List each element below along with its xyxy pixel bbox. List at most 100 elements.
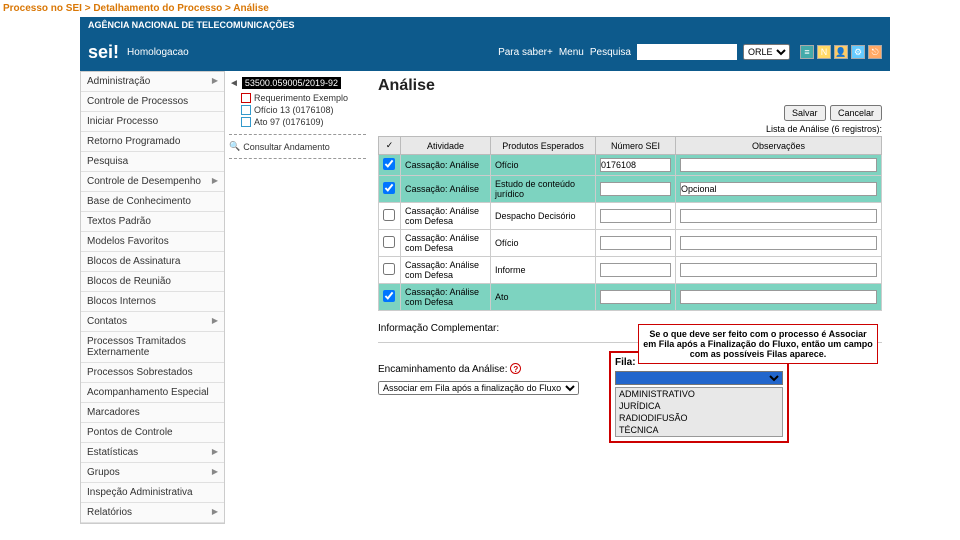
n-icon[interactable]: N — [817, 45, 831, 59]
table-row: Cassação: AnáliseEstudo de conteúdo jurí… — [379, 176, 882, 203]
tree-column: ◄ 53500.059005/2019-92 Requerimento Exem… — [225, 71, 370, 524]
table-row: Cassação: Análise com DefesaAto — [379, 284, 882, 311]
sidebar-item[interactable]: Base de Conhecimento — [81, 192, 224, 212]
sidebar-item[interactable]: Controle de Desempenho▶ — [81, 172, 224, 192]
sidebar: Administração▶Controle de ProcessosInici… — [80, 71, 225, 524]
sidebar-item[interactable]: Controle de Processos — [81, 92, 224, 112]
sidebar-item[interactable]: Blocos Internos — [81, 292, 224, 312]
cell-produtos: Despacho Decisório — [491, 203, 596, 230]
sidebar-item[interactable]: Pontos de Controle — [81, 423, 224, 443]
sidebar-item[interactable]: Textos Padrão — [81, 212, 224, 232]
row-check[interactable] — [383, 236, 395, 248]
sidebar-item[interactable]: Acompanhamento Especial — [81, 383, 224, 403]
cell-produtos: Ofício — [491, 230, 596, 257]
sidebar-item[interactable]: Contatos▶ — [81, 312, 224, 332]
num-input[interactable] — [600, 209, 671, 223]
cancel-button[interactable]: Cancelar — [830, 105, 882, 121]
table-row: Cassação: Análise com DefesaDespacho Dec… — [379, 203, 882, 230]
cfg-icon[interactable]: ⚙ — [851, 45, 865, 59]
back-icon[interactable]: ◄ — [229, 78, 239, 89]
fila-option[interactable]: JURÍDICA — [616, 400, 782, 412]
sidebar-item[interactable]: Blocos de Assinatura — [81, 252, 224, 272]
obs-input[interactable] — [680, 209, 877, 223]
content: Análise Salvar Cancelar Lista de Análise… — [370, 71, 890, 524]
fila-option[interactable]: RADIODIFUSÃO — [616, 412, 782, 424]
top-links: Para saber+ Menu Pesquisa ORLE ≡ N 👤 ⚙ ⎋ — [498, 44, 882, 60]
row-check[interactable] — [383, 158, 395, 170]
sidebar-item[interactable]: Iniciar Processo — [81, 112, 224, 132]
save-button[interactable]: Salvar — [784, 105, 826, 121]
tree-item[interactable]: Ofício 13 (0176108) — [229, 104, 366, 116]
menu-icon[interactable]: ≡ — [800, 45, 814, 59]
unit-select[interactable]: ORLE — [743, 44, 790, 60]
analysis-table: ✓ Atividade Produtos Esperados Número SE… — [378, 136, 882, 311]
sidebar-item[interactable]: Pesquisa — [81, 152, 224, 172]
col-obs: Observações — [676, 137, 882, 155]
breadcrumb: Processo no SEI > Detalhamento do Proces… — [0, 0, 960, 17]
tree-item[interactable]: Ato 97 (0176109) — [229, 116, 366, 128]
obs-input[interactable] — [680, 290, 877, 304]
cell-atividade: Cassação: Análise com Defesa — [401, 230, 491, 257]
sidebar-item[interactable]: Inspeção Administrativa — [81, 483, 224, 503]
sidebar-item[interactable]: Marcadores — [81, 403, 224, 423]
para-saber-link[interactable]: Para saber+ — [498, 47, 553, 58]
row-check[interactable] — [383, 263, 395, 275]
pesquisa-link[interactable]: Pesquisa — [590, 47, 631, 58]
process-number[interactable]: 53500.059005/2019-92 — [242, 77, 341, 89]
logo: sei! — [88, 42, 119, 63]
cell-atividade: Cassação: Análise com Defesa — [401, 284, 491, 311]
sidebar-item[interactable]: Processos Sobrestados — [81, 363, 224, 383]
obs-input[interactable] — [680, 236, 877, 250]
row-check[interactable] — [383, 182, 395, 194]
num-input[interactable] — [600, 158, 671, 172]
sidebar-item[interactable]: Modelos Favoritos — [81, 232, 224, 252]
table-row: Cassação: AnáliseOfício — [379, 155, 882, 176]
sidebar-item[interactable]: Blocos de Reunião — [81, 272, 224, 292]
obs-input[interactable] — [680, 158, 877, 172]
sidebar-item[interactable]: Processos Tramitados Externamente — [81, 332, 224, 363]
cell-produtos: Ofício — [491, 155, 596, 176]
enc-select[interactable]: Associar em Fila após a finalização do F… — [378, 381, 579, 395]
exit-icon[interactable]: ⎋ — [868, 45, 882, 59]
sidebar-item[interactable]: Administração▶ — [81, 72, 224, 92]
sidebar-item[interactable]: Grupos▶ — [81, 463, 224, 483]
row-check[interactable] — [383, 290, 395, 302]
env-label: Homologacao — [127, 47, 189, 58]
obs-input[interactable] — [680, 182, 877, 196]
cell-produtos: Ato — [491, 284, 596, 311]
table-row: Cassação: Análise com DefesaInforme — [379, 257, 882, 284]
page-title: Análise — [378, 77, 882, 95]
cell-atividade: Cassação: Análise com Defesa — [401, 257, 491, 284]
sidebar-item[interactable]: Estatísticas▶ — [81, 443, 224, 463]
consult-link[interactable]: 🔍 Consultar Andamento — [229, 141, 366, 152]
cell-produtos: Estudo de conteúdo jurídico — [491, 176, 596, 203]
agency-bar: AGÊNCIA NACIONAL DE TELECOMUNICAÇÕES — [80, 17, 890, 33]
enc-label: Encaminhamento da Análise: ? — [378, 363, 579, 375]
sidebar-item[interactable]: Retorno Programado — [81, 132, 224, 152]
num-input[interactable] — [600, 182, 671, 196]
fila-select[interactable] — [615, 371, 783, 385]
menu-link[interactable]: Menu — [559, 47, 584, 58]
col-atividade: Atividade — [401, 137, 491, 155]
search-input[interactable] — [637, 44, 737, 60]
sidebar-item[interactable]: Relatórios▶ — [81, 503, 224, 523]
row-check[interactable] — [383, 209, 395, 221]
user-icon[interactable]: 👤 — [834, 45, 848, 59]
num-input[interactable] — [600, 263, 671, 277]
obs-input[interactable] — [680, 263, 877, 277]
cell-atividade: Cassação: Análise — [401, 155, 491, 176]
fila-list[interactable]: ADMINISTRATIVOJURÍDICARADIODIFUSÃOTÉCNIC… — [615, 387, 783, 437]
fila-option[interactable]: ADMINISTRATIVO — [616, 388, 782, 400]
help-icon[interactable]: ? — [510, 363, 521, 374]
search-icon: 🔍 — [229, 141, 240, 152]
fila-option[interactable]: TÉCNICA — [616, 424, 782, 436]
col-numero: Número SEI — [596, 137, 676, 155]
top-bar: sei! Homologacao Para saber+ Menu Pesqui… — [80, 33, 890, 71]
fila-box: Fila: ADMINISTRATIVOJURÍDICARADIODIFUSÃO… — [609, 351, 789, 443]
cell-atividade: Cassação: Análise — [401, 176, 491, 203]
list-count-label: Lista de Análise (6 registros): — [378, 124, 882, 134]
col-check[interactable]: ✓ — [379, 137, 401, 155]
num-input[interactable] — [600, 290, 671, 304]
num-input[interactable] — [600, 236, 671, 250]
tree-item[interactable]: Requerimento Exemplo — [229, 92, 366, 104]
